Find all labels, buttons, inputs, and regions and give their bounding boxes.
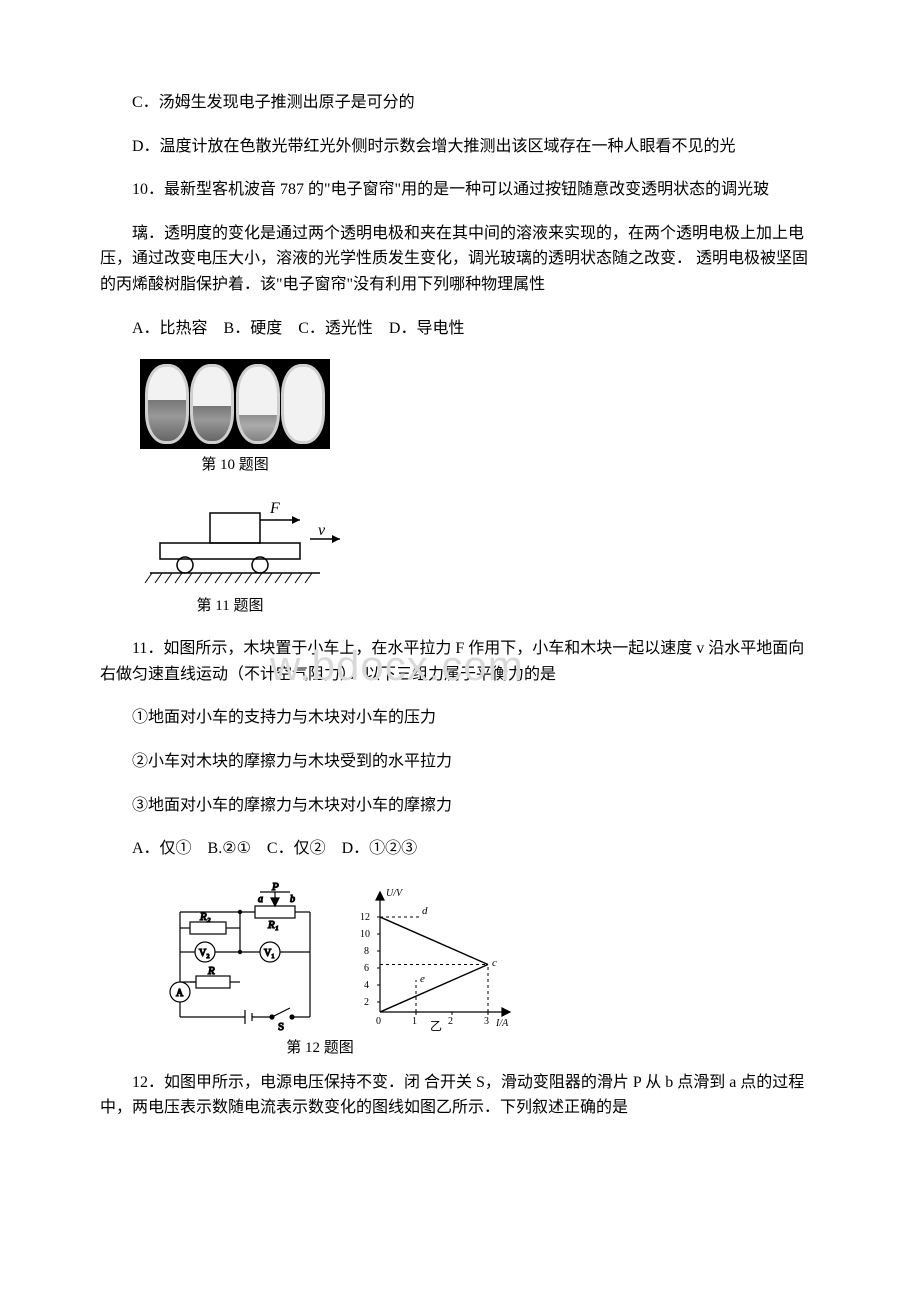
ytick-12: 12	[360, 912, 370, 923]
label-a: a	[258, 894, 263, 905]
window-1	[145, 364, 189, 444]
figure-12-graph: 2 4 6 8 10 12 0 1 2 3 U/V I/A	[350, 882, 520, 1032]
figure-12-circuit: P a b R₁ R₂ V₂	[160, 882, 330, 1032]
figure-10-caption: 第 10 题图	[140, 453, 330, 477]
label-S: S	[278, 1021, 284, 1032]
ytick-6: 6	[364, 963, 369, 974]
xtick-3: 3	[484, 1016, 489, 1027]
label-A: A	[176, 988, 184, 999]
label-P: P	[271, 882, 279, 893]
window-2	[190, 364, 234, 444]
figure-12-caption: 第 12 题图	[160, 1036, 480, 1060]
ylabel: U/V	[386, 888, 404, 899]
ytick-2: 2	[364, 997, 369, 1008]
figure-11-svg: F v	[140, 495, 350, 590]
figure-10-windows	[140, 359, 330, 449]
document-page: w.bdocx.com C．汤姆生发现电子推测出原子是可分的 D．温度计放在色散…	[0, 0, 920, 1189]
label-c: c	[492, 957, 497, 969]
label-V2: V₂	[199, 948, 210, 959]
q10-options: A．比热容 B．硬度 C．透光性 D．导电性	[100, 316, 820, 342]
label-R1: R₁	[267, 919, 279, 931]
q12-lead: 12．如图甲所示，电源电压保持不变．闭 合开关 S，滑动变阻器的滑片 P 从 b…	[100, 1070, 820, 1121]
label-V1: V₁	[264, 948, 275, 959]
label-b: b	[290, 894, 295, 905]
label-R: R	[207, 965, 215, 977]
window-3	[236, 364, 280, 444]
q11-statement-2: ②小车对木块的摩擦力与木块受到的水平拉力	[100, 749, 820, 775]
xtick-2: 2	[448, 1016, 453, 1027]
q11-statement-1: ①地面对小车的支持力与木块对小车的压力	[100, 705, 820, 731]
prev-option-c: C．汤姆生发现电子推测出原子是可分的	[100, 90, 820, 116]
figure-10: 第 10 题图	[140, 359, 820, 477]
figure-11: F v 第 11 题图	[140, 495, 820, 618]
ytick-8: 8	[364, 946, 369, 957]
figure-12: P a b R₁ R₂ V₂	[160, 882, 520, 1060]
graph-sub-label: 乙	[430, 1019, 442, 1032]
figure-11-caption: 第 11 题图	[140, 594, 320, 618]
label-v: v	[318, 522, 326, 539]
label-R2: R₂	[199, 911, 211, 923]
q11-lead: 11．如图所示，木块置于小车上，在水平拉力 F 作用下，小车和木块一起以速度 v…	[100, 636, 820, 687]
label-e: e	[420, 973, 425, 985]
ytick-10: 10	[360, 929, 370, 940]
xtick-1: 1	[412, 1016, 417, 1027]
q11-statement-3: ③地面对小车的摩擦力与木块对小车的摩擦力	[100, 793, 820, 819]
ytick-4: 4	[364, 980, 369, 991]
label-d: d	[422, 905, 428, 917]
label-F: F	[269, 500, 280, 517]
xtick-0: 0	[376, 1016, 381, 1027]
window-4	[281, 364, 325, 444]
xlabel: I/A	[495, 1018, 509, 1029]
q10-body: 璃．透明度的变化是通过两个透明电极和夹在其中间的溶液来实现的，在两个透明电极上加…	[100, 221, 820, 298]
q10-lead: 10．最新型客机波音 787 的"电子窗帘"用的是一种可以通过按钮随意改变透明状…	[100, 177, 820, 203]
q11-options: A．仅① B.②① C．仅② D．①②③	[100, 836, 820, 862]
prev-option-d: D．温度计放在色散光带红光外侧时示数会增大推测出该区域存在一种人眼看不见的光	[100, 134, 820, 160]
